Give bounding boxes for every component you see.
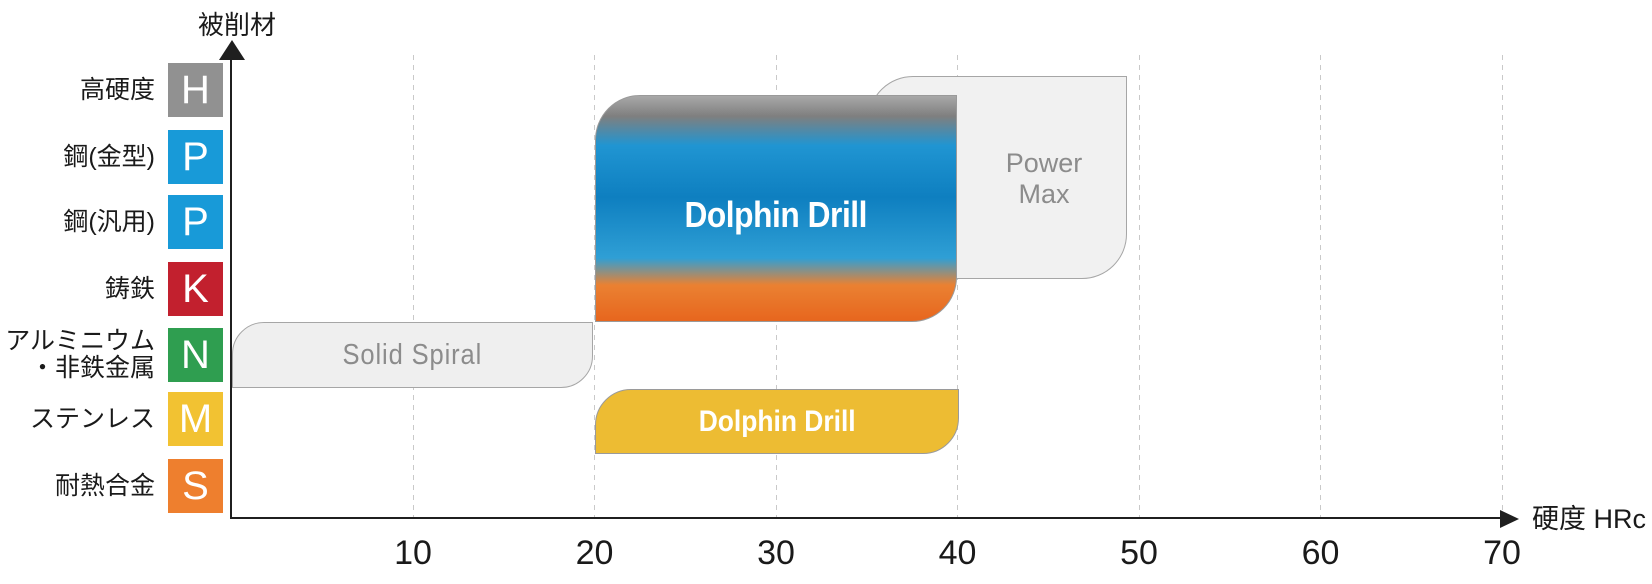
material-letter-badge: K <box>168 262 223 316</box>
x-tick-label: 10 <box>394 534 432 572</box>
material-letter-badge: M <box>168 392 223 446</box>
x-tick-label: 30 <box>757 534 795 572</box>
power-max-label-line2: Max <box>1018 179 1070 209</box>
material-row-label: アルミニウム ・非鉄金属 <box>5 327 155 382</box>
x-axis-arrow-icon <box>1500 510 1519 528</box>
material-row-label: 高硬度 <box>79 75 155 104</box>
gridline-hrc-70 <box>1501 55 1503 518</box>
power-max-label-line1: Power <box>1005 148 1083 178</box>
x-axis-line <box>231 517 1500 519</box>
material-letter-badge: P <box>168 130 223 184</box>
material-row-label: 鋳鉄 <box>104 274 155 303</box>
gridline-hrc-50 <box>1138 55 1140 518</box>
shape-solid-spiral: Solid Spiral <box>232 322 593 388</box>
material-letter-badge: S <box>168 459 223 513</box>
gridline-hrc-60 <box>1320 55 1321 518</box>
solid-spiral-label: Solid Spiral <box>342 338 483 371</box>
material-row-label: ステンレス <box>29 404 155 433</box>
dolphin-drill-stainless-label: Dolphin Drill <box>698 404 856 438</box>
y-axis-arrow-icon <box>219 40 245 60</box>
material-letter-badge: P <box>168 195 223 249</box>
gridline-hrc-20 <box>594 55 595 518</box>
material-row-label: 鋼(金型) <box>63 142 155 171</box>
x-tick-label: 70 <box>1483 534 1521 572</box>
power-max-label: Power Max <box>960 148 1128 210</box>
dolphin-drill-main-label: Dolphin Drill <box>684 193 868 235</box>
x-tick-label: 60 <box>1301 534 1340 572</box>
x-axis-title: 硬度 HRc <box>1532 504 1646 534</box>
x-tick-label: 50 <box>1120 534 1158 572</box>
material-letter-badge: H <box>168 63 223 117</box>
material-row-label: 鋼(汎用) <box>63 207 155 236</box>
x-tick-label: 40 <box>938 534 977 572</box>
material-letter-badge: N <box>168 328 223 382</box>
shape-dolphin-drill-main: Dolphin Drill <box>595 95 957 322</box>
x-tick-label: 20 <box>575 534 614 572</box>
gridline-hrc-40 <box>957 55 958 518</box>
gridline-hrc-10 <box>412 55 414 518</box>
y-axis-line <box>230 55 232 519</box>
material-row-label: 耐熱合金 <box>54 471 155 500</box>
shape-dolphin-drill-stainless: Dolphin Drill <box>595 389 959 454</box>
y-axis-title: 被削材 <box>197 10 277 40</box>
